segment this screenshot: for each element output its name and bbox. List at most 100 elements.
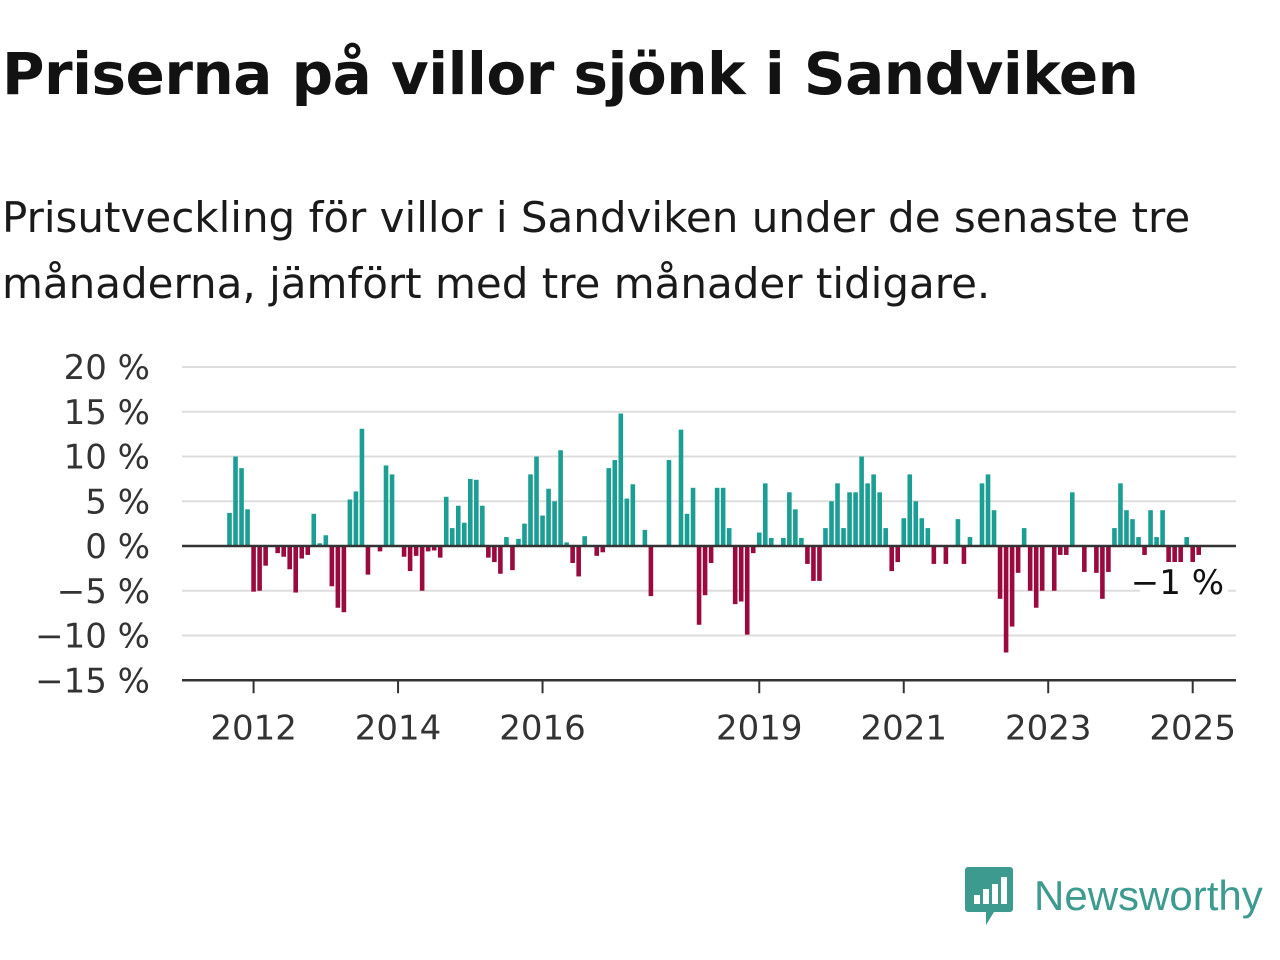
bar <box>781 537 786 546</box>
bar <box>1112 528 1117 546</box>
bar <box>750 546 756 554</box>
bar <box>564 542 569 546</box>
bar <box>883 528 888 546</box>
bar <box>841 528 846 546</box>
grid-lines <box>182 366 1236 682</box>
bar <box>383 465 389 546</box>
bar <box>287 546 292 570</box>
bar <box>720 487 726 546</box>
bar <box>317 543 323 546</box>
bar <box>504 537 509 546</box>
bar <box>865 483 870 546</box>
bar <box>407 546 413 572</box>
bar <box>1190 546 1195 563</box>
x-tick-label: 2019 <box>716 708 803 748</box>
bar <box>582 536 587 547</box>
bar <box>486 546 491 558</box>
bar <box>1082 546 1087 572</box>
bar <box>299 546 305 559</box>
bar <box>534 456 539 546</box>
bar <box>359 428 365 546</box>
bar <box>263 546 268 566</box>
bar-chart: 20 %15 %10 %5 %0 %−5 %−10 %−15 % 2012 201… <box>35 348 1236 748</box>
bar <box>1148 510 1153 546</box>
bar <box>726 528 732 546</box>
bar <box>985 474 991 546</box>
bar <box>1057 546 1063 555</box>
bar <box>901 518 907 546</box>
bar <box>335 546 341 608</box>
bar <box>871 474 876 546</box>
bar <box>1051 546 1057 591</box>
bar <box>1009 546 1015 627</box>
bar <box>443 496 449 546</box>
bar <box>787 492 792 546</box>
bar <box>570 546 575 563</box>
x-tick-label: 2014 <box>355 708 442 748</box>
bar <box>907 474 913 546</box>
bar <box>455 505 461 546</box>
bar <box>1015 546 1021 573</box>
bar <box>1021 528 1027 546</box>
newsworthy-logo-icon <box>965 867 1013 925</box>
bar <box>1178 546 1183 563</box>
bar <box>769 537 774 546</box>
y-tick-label: 15 % <box>64 393 150 433</box>
bar <box>853 492 858 546</box>
bar <box>1172 546 1177 569</box>
brand-logo: Newsworthy <box>964 864 1263 928</box>
bar <box>702 546 708 596</box>
bar <box>516 538 521 546</box>
bar <box>889 546 894 572</box>
bar <box>1136 537 1141 546</box>
bar <box>991 510 997 546</box>
bar <box>437 546 443 558</box>
bar <box>1118 483 1123 546</box>
bar <box>425 546 431 552</box>
bar <box>522 523 527 547</box>
x-tick-label: 2023 <box>1005 708 1092 748</box>
bar <box>552 501 557 546</box>
bar <box>341 546 347 613</box>
brand-name: Newsworthy <box>1034 872 1263 919</box>
bar <box>245 509 250 546</box>
y-tick-label: −15 % <box>35 661 150 701</box>
x-tick-label: 2012 <box>210 708 297 748</box>
bar <box>913 501 919 546</box>
bar <box>492 546 497 563</box>
bar <box>305 546 311 555</box>
bar <box>413 546 419 556</box>
bar <box>1027 546 1033 591</box>
bar <box>805 546 810 564</box>
bar <box>811 546 816 581</box>
y-tick-label: 20 % <box>64 348 150 388</box>
bar <box>997 546 1003 599</box>
bar <box>732 546 738 605</box>
bar <box>419 546 425 591</box>
bar <box>756 532 762 546</box>
bar <box>684 513 690 546</box>
bar <box>955 519 961 546</box>
bar <box>817 546 822 581</box>
bar <box>347 499 353 546</box>
bar <box>744 546 750 635</box>
bar <box>1094 546 1099 573</box>
bar <box>377 546 383 552</box>
bar <box>594 546 600 556</box>
y-tick-label: 10 % <box>64 438 150 478</box>
bar <box>510 546 515 571</box>
bar <box>967 537 973 546</box>
bar <box>1196 546 1202 555</box>
bar <box>528 474 533 546</box>
bar <box>558 450 563 546</box>
bar <box>1130 519 1135 546</box>
x-tick-label: 2025 <box>1149 708 1236 748</box>
bar <box>895 546 901 563</box>
chart-title: Priserna på villor sjönk i Sandviken <box>2 40 1139 108</box>
bar <box>449 528 455 546</box>
bar <box>847 492 852 546</box>
bar <box>540 515 545 546</box>
bar <box>799 537 804 546</box>
bar <box>823 528 828 546</box>
bar <box>1166 546 1171 576</box>
